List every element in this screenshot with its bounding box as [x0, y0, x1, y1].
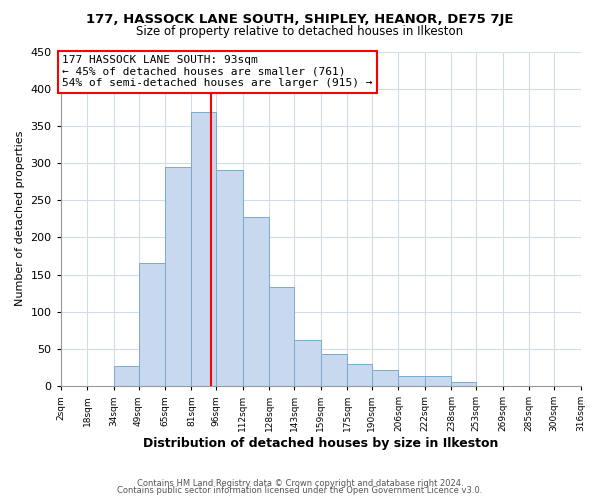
Bar [398, 376, 425, 386]
Bar [113, 366, 139, 386]
Text: Size of property relative to detached houses in Ilkeston: Size of property relative to detached ho… [136, 25, 464, 38]
Bar [320, 354, 347, 386]
Text: Contains public sector information licensed under the Open Government Licence v3: Contains public sector information licen… [118, 486, 482, 495]
Bar [425, 376, 451, 386]
Bar [191, 112, 217, 386]
Text: 177 HASSOCK LANE SOUTH: 93sqm
← 45% of detached houses are smaller (761)
54% of : 177 HASSOCK LANE SOUTH: 93sqm ← 45% of d… [62, 55, 373, 88]
Bar [139, 264, 165, 386]
Bar [451, 382, 476, 386]
Bar [243, 216, 269, 386]
Bar [165, 166, 191, 386]
Bar [217, 170, 243, 386]
Bar [347, 364, 372, 386]
Bar [269, 287, 294, 386]
Bar [372, 370, 398, 386]
X-axis label: Distribution of detached houses by size in Ilkeston: Distribution of detached houses by size … [143, 437, 498, 450]
Text: 177, HASSOCK LANE SOUTH, SHIPLEY, HEANOR, DE75 7JE: 177, HASSOCK LANE SOUTH, SHIPLEY, HEANOR… [86, 12, 514, 26]
Y-axis label: Number of detached properties: Number of detached properties [15, 131, 25, 306]
Bar [294, 340, 320, 386]
Text: Contains HM Land Registry data © Crown copyright and database right 2024.: Contains HM Land Registry data © Crown c… [137, 478, 463, 488]
